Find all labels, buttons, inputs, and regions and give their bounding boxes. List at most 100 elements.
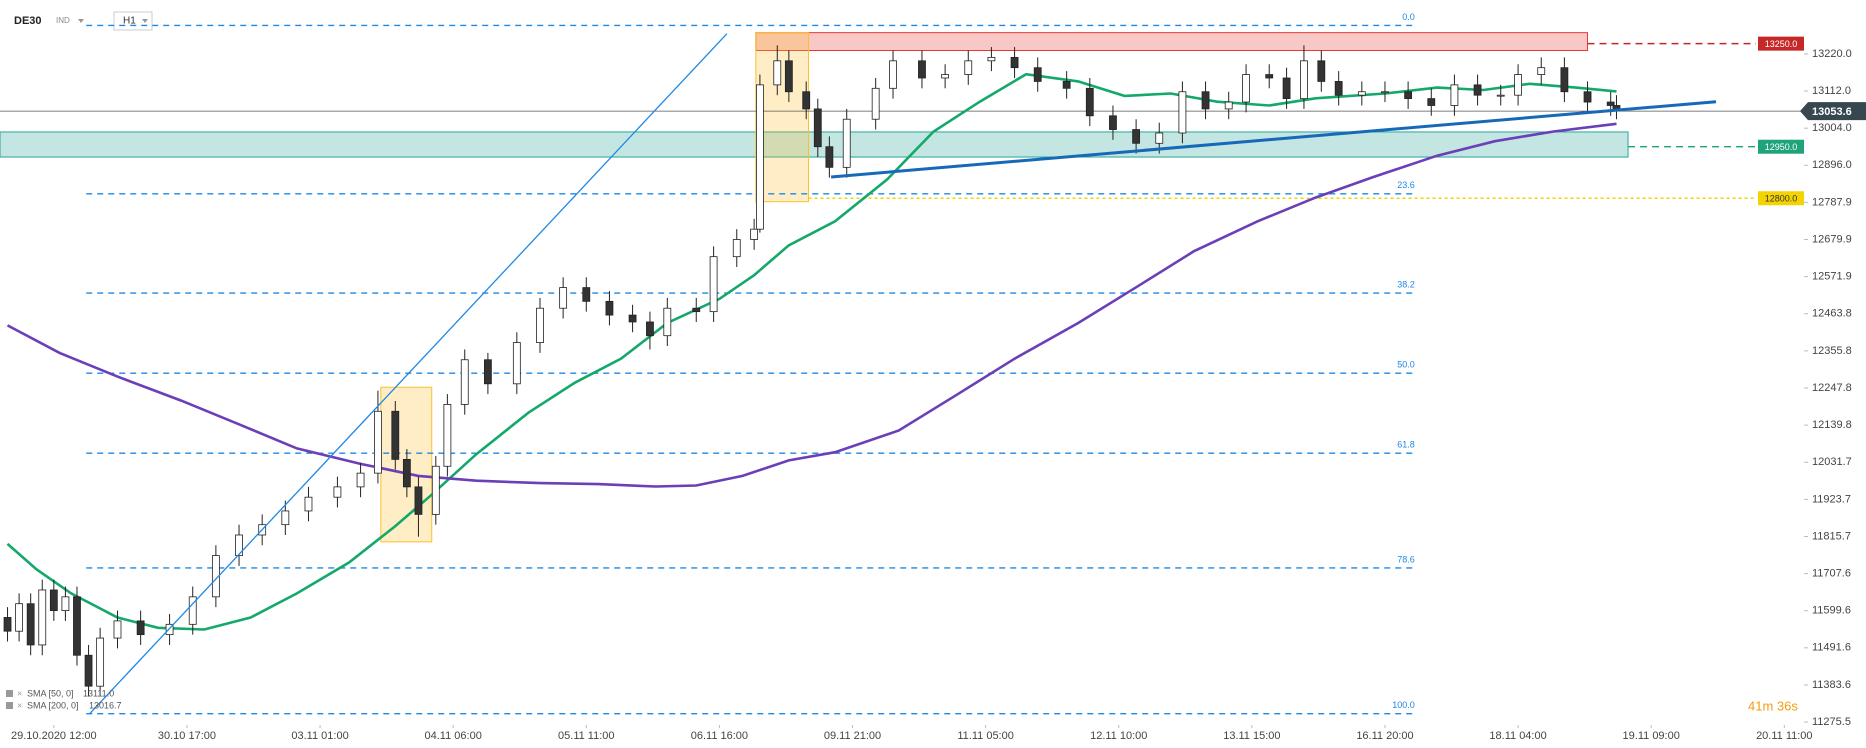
legend-close[interactable]: ×	[17, 688, 22, 698]
y-tick-label: 12355.8	[1812, 345, 1852, 357]
candle-body	[1381, 91, 1389, 94]
x-tick-label: 12.11 10:00	[1090, 730, 1147, 742]
legend-name: SMA [50, 0]	[27, 688, 74, 698]
legend-name: SMA [200, 0]	[27, 700, 79, 710]
candle-body	[750, 228, 759, 240]
dropdown-icon[interactable]	[142, 19, 148, 23]
candle-body	[281, 510, 290, 526]
candle-body	[1062, 81, 1071, 89]
candle-body	[1450, 84, 1459, 106]
candle-body	[1265, 74, 1274, 79]
candle-body	[1010, 56, 1019, 69]
market: IND	[56, 16, 70, 25]
interval[interactable]: H1	[123, 16, 136, 27]
candle-body	[165, 623, 174, 636]
timer: 41m 36s	[1748, 698, 1798, 713]
fib-label: 100.0	[1392, 700, 1415, 710]
candle-body	[941, 74, 950, 79]
y-tick-label: 11491.6	[1812, 642, 1851, 654]
zone	[755, 32, 1589, 52]
candle-body	[709, 256, 718, 313]
candle-body	[15, 603, 23, 632]
y-tick-label: 11923.7	[1812, 493, 1851, 505]
candle-body	[1224, 101, 1233, 110]
y-tick-label: 12463.8	[1812, 308, 1852, 320]
fib-label: 78.6	[1397, 554, 1415, 564]
candle-body	[825, 146, 834, 168]
candle-body	[784, 60, 793, 93]
candle-body	[628, 314, 637, 323]
y-tick-label: 11383.6	[1812, 679, 1851, 691]
x-tick-label: 09.11 21:00	[824, 730, 881, 742]
candle-body	[1085, 87, 1094, 117]
price-level-label: 12950.0	[1765, 142, 1798, 152]
fib-label: 61.8	[1397, 440, 1415, 450]
candle-body	[26, 603, 35, 646]
candle-body	[1496, 94, 1505, 97]
candle-body	[889, 60, 897, 89]
trendline	[830, 100, 1717, 179]
candle-body	[333, 486, 342, 498]
fib-label: 50.0	[1397, 360, 1415, 370]
candle-body	[582, 287, 591, 302]
legend-close[interactable]: ×	[17, 700, 22, 710]
moving-average	[6, 72, 1617, 631]
candle-body	[1178, 91, 1187, 134]
candle-body	[1132, 129, 1141, 144]
y-tick-label: 12031.7	[1812, 456, 1852, 468]
candle-body	[605, 300, 614, 316]
y-tick-label: 13004.0	[1812, 122, 1852, 134]
candle-body	[536, 307, 544, 343]
y-tick-label: 11707.6	[1812, 568, 1851, 580]
trendline	[89, 33, 728, 715]
candle-body	[1514, 74, 1522, 96]
candle-body	[964, 60, 973, 75]
candle-body	[402, 458, 411, 488]
candle-body	[732, 239, 741, 258]
legend-value: 13111.0	[83, 688, 114, 698]
x-tick-label: 04.11 06:00	[425, 730, 482, 742]
fib-label: 38.2	[1397, 279, 1415, 289]
price-level-label: 12800.0	[1765, 194, 1798, 204]
candle-body	[1583, 91, 1592, 103]
candle-body	[1109, 115, 1117, 130]
candle-body	[304, 496, 313, 512]
candle-body	[773, 60, 782, 86]
candle-body	[49, 589, 58, 611]
candle-body	[1537, 67, 1546, 75]
moving-average	[6, 122, 1617, 488]
price-level-label: 13250.0	[1765, 39, 1798, 49]
x-tick-label: 13.11 15:00	[1223, 730, 1280, 742]
candle-body	[559, 287, 568, 309]
legend-icon[interactable]	[6, 702, 13, 709]
candle-body	[646, 321, 654, 337]
candle-body	[73, 596, 81, 656]
candle-body	[84, 654, 93, 687]
candle-body	[1606, 101, 1615, 106]
price-level-tag	[1758, 191, 1804, 206]
candle-body	[1560, 67, 1569, 93]
dropdown-icon[interactable]	[78, 19, 84, 23]
candle-body	[113, 620, 122, 639]
x-tick-label: 06.11 16:00	[691, 730, 748, 742]
x-tick-label: 03.11 01:00	[291, 730, 348, 742]
candle-body	[136, 620, 145, 636]
y-tick-label: 13112.0	[1812, 85, 1851, 97]
x-tick-label: 19.11 09:00	[1623, 730, 1680, 742]
candle-body	[1334, 81, 1343, 96]
x-tick-label: 16.11 20:00	[1356, 730, 1413, 742]
candle-body	[61, 596, 70, 611]
y-tick-label: 12247.8	[1812, 382, 1852, 394]
y-tick-label: 12571.9	[1812, 271, 1852, 283]
x-tick-label: 05.11 11:00	[558, 730, 614, 742]
last-price-label: 13053.6	[1812, 106, 1852, 118]
x-tick-label: 11.11 05:00	[957, 730, 1013, 742]
candle-body	[813, 108, 822, 148]
price-level-tag	[1758, 36, 1804, 51]
candle-body	[663, 307, 672, 337]
legend-value: 13016.7	[89, 700, 122, 710]
legend-icon[interactable]	[6, 690, 13, 697]
candle-body	[1282, 77, 1291, 100]
candle-body	[431, 465, 440, 515]
y-tick-label: 13220.0	[1812, 48, 1852, 60]
